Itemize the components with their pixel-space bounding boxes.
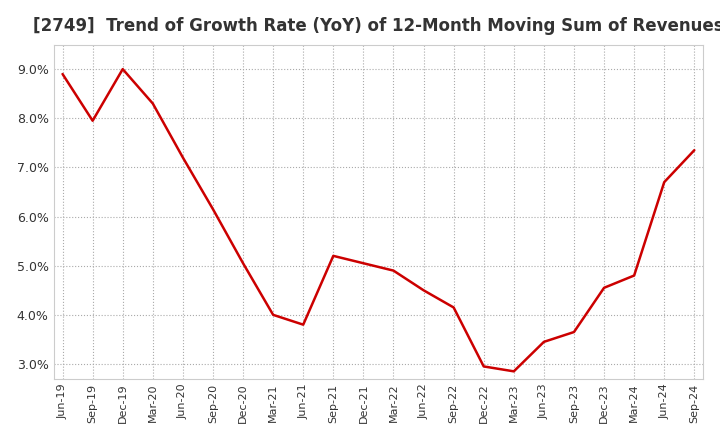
Title: [2749]  Trend of Growth Rate (YoY) of 12-Month Moving Sum of Revenues: [2749] Trend of Growth Rate (YoY) of 12-… (33, 17, 720, 35)
